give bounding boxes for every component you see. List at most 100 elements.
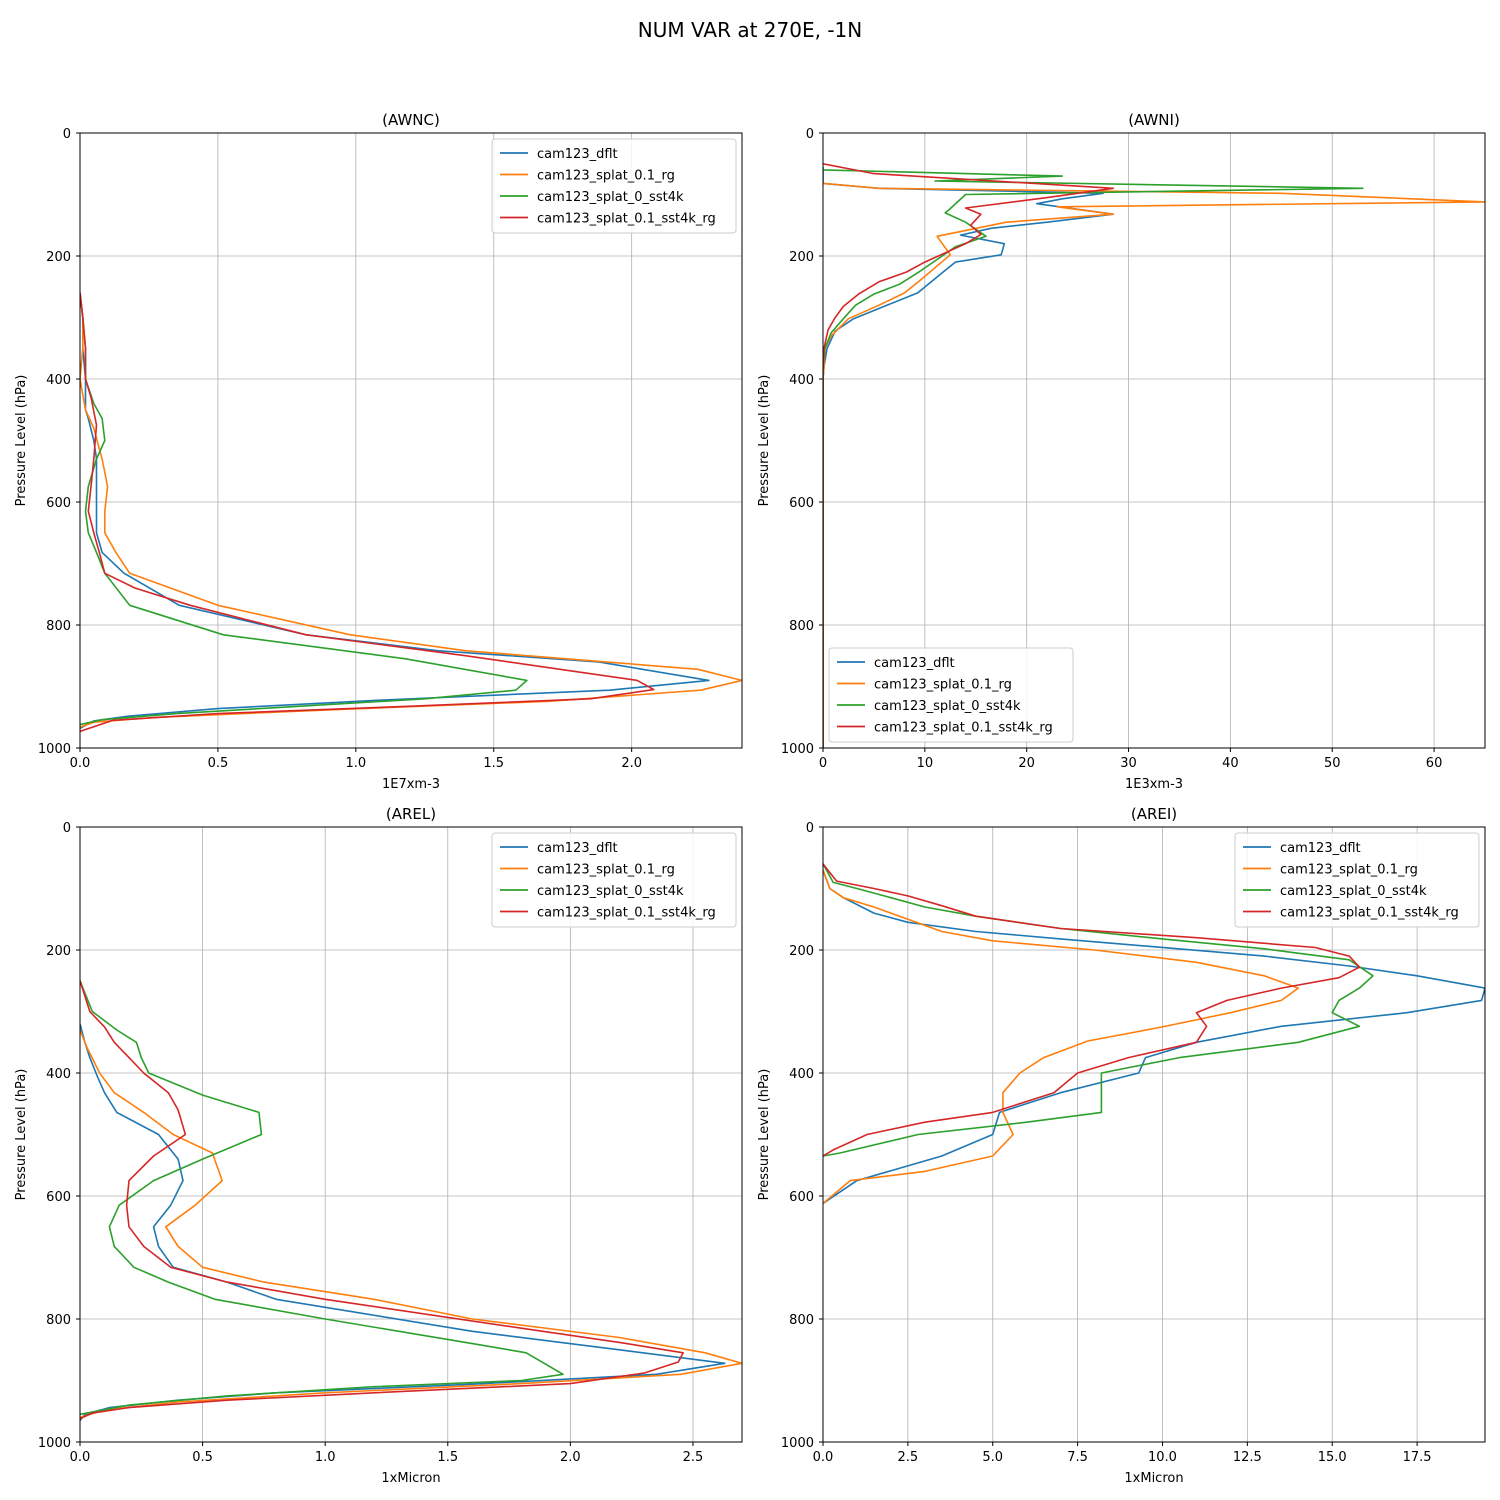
legend-entry: cam123_splat_0.1_rg: [874, 678, 1012, 693]
chart-panel-1: 0.0 0.5 1.0 1.5 2.0 0 200 400 600 800 1000 (AWNC) 1E…: [14, 111, 743, 792]
x-tick-label: 60: [1426, 756, 1443, 771]
legend-entry: cam123_dflt: [874, 656, 955, 671]
y-tick-label: 400: [789, 373, 814, 388]
x-tick-label: 2.5: [683, 1450, 704, 1465]
x-tick-label: 0.5: [192, 1450, 213, 1465]
x-tick-label: 30: [1120, 756, 1137, 771]
y-tick-label: 200: [789, 944, 814, 959]
y-axis-label: Pressure Level (hPa): [14, 375, 29, 507]
y-tick-label: 800: [789, 1313, 814, 1328]
x-tick-label: 0.5: [208, 756, 229, 771]
y-tick-label: 800: [789, 619, 814, 634]
legend-box: [491, 138, 737, 234]
chart-panel-2: 0 10 20 30 40 50 6002004006008001000(AWNI)1E3x…: [757, 111, 1486, 792]
chart-panel-4: 0.0 2.5 5.0 7.5 10.0 12.5 15.0 17.5 0 200 400 600 80…: [757, 805, 1486, 1486]
plot-frame: [79, 826, 743, 1443]
panel-title: (AREI): [1131, 805, 1177, 823]
x-tick-label: 10: [917, 756, 934, 771]
x-tick-label: 15.0: [1318, 1450, 1347, 1465]
y-tick-label: 400: [789, 1067, 814, 1082]
series-line-cam123_splat_0.1_rg: [80, 1029, 742, 1419]
series-line-cam123_splat_0.1_rg: [823, 182, 1485, 748]
x-tick-label: 2.5: [898, 1450, 919, 1465]
series-line-cam123_splat_0.1_sst4k_rg: [80, 980, 684, 1420]
y-tick-label: 600: [46, 1190, 71, 1205]
x-tick-label: 0.0: [813, 1450, 834, 1465]
y-tick-label: 1000: [38, 1436, 71, 1451]
y-tick-label: 400: [46, 373, 71, 388]
y-axis-label: Pressure Level (hPa): [757, 1069, 772, 1201]
panel-title: (AWNI): [1128, 111, 1180, 129]
figure-title: NUM VAR at 270E, -1N: [638, 18, 862, 42]
legend-entry: cam123_dflt: [537, 147, 618, 162]
y-tick-label: 200: [46, 944, 71, 959]
x-tick-label: 5.0: [982, 1450, 1003, 1465]
y-tick-label: 600: [789, 1190, 814, 1205]
y-tick-label: 200: [789, 250, 814, 265]
y-tick-label: 600: [46, 496, 71, 511]
y-tick-label: 400: [46, 1067, 71, 1082]
legend-entry: cam123_splat_0_sst4k: [874, 699, 1021, 714]
x-tick-label: 1.5: [437, 1450, 458, 1465]
x-tick-label: 7.5: [1067, 1450, 1088, 1465]
panel-title: (AWNC): [382, 111, 440, 129]
x-tick-label: 17.5: [1403, 1450, 1432, 1465]
legend-entry: cam123_splat_0.1_sst4k_rg: [1280, 906, 1459, 921]
series-line-cam123_dflt: [80, 292, 710, 730]
x-tick-label: 2.0: [621, 756, 642, 771]
y-tick-label: 800: [46, 619, 71, 634]
y-tick-label: 0: [806, 821, 814, 836]
series-line-cam123_splat_0_sst4k: [823, 169, 1364, 748]
legend-entry: cam123_splat_0.1_rg: [537, 863, 675, 878]
legend: cam123_dflt cam123_splat_0.1_rg cam123_spl…: [1234, 832, 1480, 928]
y-tick-label: 1000: [781, 742, 814, 757]
x-axis-label: 1xMicron: [381, 1471, 440, 1486]
series-line-cam123_dflt: [823, 869, 1485, 1205]
x-tick-label: 40: [1222, 756, 1239, 771]
legend: cam123_dflt cam123_splat_0.1_rg cam123_spl…: [828, 647, 1074, 743]
y-tick-label: 0: [806, 127, 814, 142]
x-tick-label: 1.0: [315, 1450, 336, 1465]
y-tick-label: 800: [46, 1313, 71, 1328]
x-tick-label: 1.0: [345, 756, 366, 771]
y-axis-label: Pressure Level (hPa): [757, 375, 772, 507]
legend: cam123_dflt cam123_splat_0.1_rg cam123_spl…: [491, 138, 737, 234]
plot-frame: [79, 132, 743, 749]
series-line-cam123_dflt: [823, 166, 1115, 748]
legend-box: [828, 647, 1074, 743]
legend-entry: cam123_splat_0.1_sst4k_rg: [874, 721, 1053, 736]
y-tick-label: 1000: [781, 1436, 814, 1451]
panel-title: (AREL): [386, 805, 436, 823]
chart-panel-3: 0.0 0.5 1.0 1.5 2.0 2.5 0 200 400 600 800 1000 (AREL…: [14, 805, 743, 1486]
y-tick-label: 1000: [38, 742, 71, 757]
x-tick-label: 12.5: [1233, 1450, 1262, 1465]
x-tick-label: 10.0: [1148, 1450, 1177, 1465]
series-line-cam123_splat_0_sst4k: [80, 980, 564, 1416]
series-line-cam123_splat_0.1_sst4k_rg: [823, 163, 1115, 748]
series-line-cam123_splat_0.1_rg: [80, 292, 742, 728]
y-tick-label: 0: [63, 127, 71, 142]
legend-entry: cam123_splat_0_sst4k: [537, 190, 684, 205]
legend: cam123_dflt cam123_splat_0.1_rg cam123_spl…: [491, 832, 737, 928]
series-line-cam123_splat_0.1_sst4k_rg: [823, 863, 1361, 1157]
plot-frame: [822, 132, 1486, 749]
x-tick-label: 50: [1324, 756, 1341, 771]
x-axis-label: 1E7xm-3: [382, 777, 440, 792]
x-axis-label: 1xMicron: [1124, 1471, 1183, 1486]
legend-entry: cam123_splat_0_sst4k: [1280, 884, 1427, 899]
legend-box: [1234, 832, 1480, 928]
y-tick-label: 0: [63, 821, 71, 836]
series-line-cam123_splat_0_sst4k: [80, 292, 528, 726]
x-tick-label: 0.0: [70, 756, 91, 771]
legend-entry: cam123_splat_0_sst4k: [537, 884, 684, 899]
series-line-cam123_splat_0_sst4k: [823, 863, 1374, 1157]
y-tick-label: 200: [46, 250, 71, 265]
legend-entry: cam123_splat_0.1_rg: [537, 169, 675, 184]
series-line-cam123_splat_0.1_rg: [823, 869, 1300, 1205]
x-tick-label: 0: [819, 756, 827, 771]
series-line-cam123_splat_0.1_sst4k_rg: [80, 292, 655, 733]
x-tick-label: 0.0: [70, 1450, 91, 1465]
legend-entry: cam123_dflt: [1280, 841, 1361, 856]
plot-frame: [822, 826, 1486, 1443]
